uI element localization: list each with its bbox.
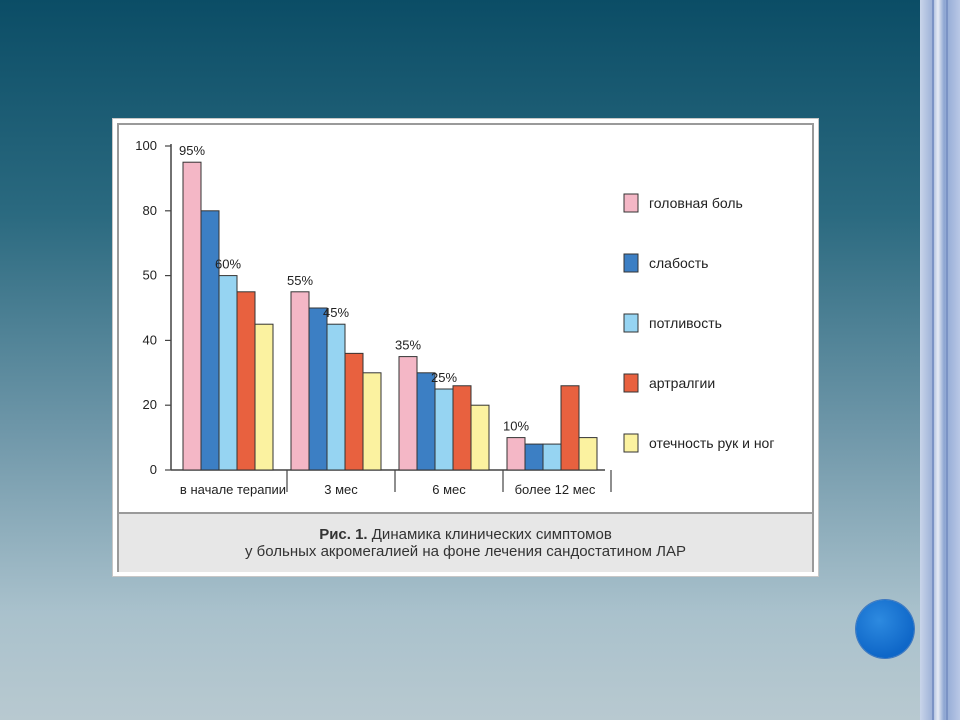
legend-label: отечность рук и ног <box>649 435 774 451</box>
x-category-label: 6 мес <box>432 482 466 497</box>
data-label: 55% <box>287 273 313 288</box>
bar <box>524 443 544 471</box>
legend-swatch <box>623 313 639 333</box>
y-tick-label: 100 <box>135 138 157 153</box>
bar <box>344 352 364 471</box>
data-label: 45% <box>323 305 349 320</box>
legend-swatch <box>623 373 639 393</box>
y-tick-label: 40 <box>143 332 157 347</box>
data-label: 35% <box>395 338 421 353</box>
bar <box>254 323 274 471</box>
bar <box>416 372 436 471</box>
bar <box>326 323 346 471</box>
bar <box>542 443 562 471</box>
legend-swatch <box>623 253 639 273</box>
bar <box>182 161 202 471</box>
caption-title: Динамика клинических симптомов <box>367 526 612 543</box>
bar <box>218 275 238 471</box>
caption-figure-number: Рис. 1. <box>319 526 368 543</box>
chart-figure: 0 20 40 50 80 100 в начале терапии 3 мес 6 мес б… <box>113 119 818 576</box>
legend-swatch <box>623 433 639 453</box>
bar <box>362 372 382 471</box>
legend-label: головная боль <box>649 195 743 211</box>
bar <box>200 210 220 471</box>
caption-line-2: у больных акромегалией на фоне лечения с… <box>245 543 686 560</box>
y-tick-label: 0 <box>150 462 157 477</box>
bar <box>506 437 526 471</box>
legend-swatch <box>623 193 639 213</box>
caption-line-1: Рис. 1. Динамика клинических симптомов <box>319 526 612 543</box>
figure-caption: Рис. 1. Динамика клинических симптомов у… <box>119 512 812 572</box>
x-category-label: более 12 мес <box>515 482 596 497</box>
bar <box>236 291 256 471</box>
bar <box>452 385 472 471</box>
y-tick-label: 20 <box>143 397 157 412</box>
bar <box>290 291 310 471</box>
legend-label: потливость <box>649 315 722 331</box>
data-label: 10% <box>503 419 529 434</box>
nav-circle-button[interactable] <box>856 600 914 658</box>
bar <box>560 385 580 471</box>
x-category-label: в начале терапии <box>180 482 286 497</box>
bar <box>578 437 598 471</box>
data-label: 25% <box>431 370 457 385</box>
bar <box>308 307 328 471</box>
data-label: 95% <box>179 143 205 158</box>
y-tick-label: 50 <box>143 268 157 283</box>
y-tick-label: 80 <box>143 203 157 218</box>
legend-label: слабость <box>649 255 708 271</box>
x-category-label: 3 мес <box>324 482 358 497</box>
bar <box>434 388 454 471</box>
legend-label: артралгии <box>649 375 715 391</box>
slide-right-border <box>920 0 960 720</box>
bar <box>398 356 418 471</box>
bar <box>470 404 490 471</box>
bar-chart: 0 20 40 50 80 100 в начале терапии 3 мес 6 мес б… <box>135 138 774 497</box>
data-label: 60% <box>215 257 241 272</box>
